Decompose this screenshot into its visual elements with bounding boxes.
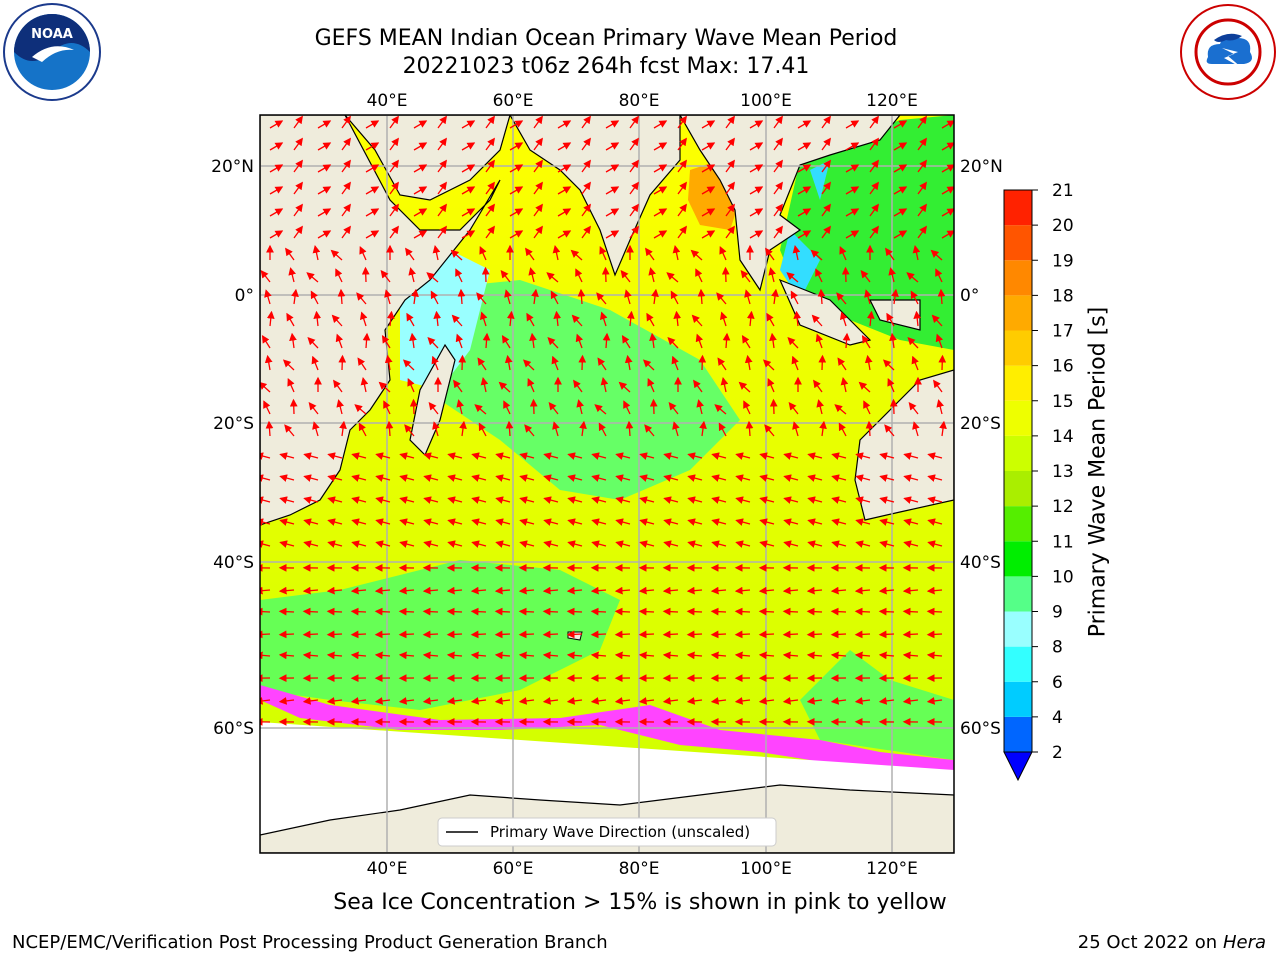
colorbar-segment <box>1004 260 1032 296</box>
colorbar-tick-label: 15 <box>1052 392 1074 412</box>
lon-tick-bottom-3: 80°E <box>619 859 660 879</box>
colorbar-segment <box>1004 225 1032 261</box>
colorbar-segment <box>1004 611 1032 647</box>
sea-ice-note: Sea Ice Concentration > 15% is shown in … <box>333 890 947 915</box>
colorbar-under-arrow <box>1003 751 1033 782</box>
colorbar-segment <box>1004 576 1032 612</box>
map-legend: Primary Wave Direction (unscaled) <box>437 817 777 847</box>
colorbar-label: Primary Wave Mean Period [s] <box>1085 306 1111 638</box>
colorbar-tick-label: 16 <box>1052 357 1074 377</box>
sea-ice-fringe <box>260 685 954 770</box>
lat-tick-left-1: 20°N <box>211 157 254 177</box>
lon-tick-top-3: 80°E <box>619 91 660 111</box>
lon-tick-bottom-1: 40°E <box>367 859 408 879</box>
lon-tick-bottom-5: 120°E <box>866 859 918 879</box>
colorbar-tick-label: 8 <box>1052 638 1063 658</box>
colorbar: 2 4 6 8 9 10 11 12 13 14 15 16 17 18 19 20 21 <box>1003 181 1074 782</box>
colorbar-tick-label: 21 <box>1052 181 1074 201</box>
colorbar-segment <box>1004 400 1032 436</box>
colorbar-segment <box>1004 435 1032 471</box>
southern-green-belt <box>260 560 620 710</box>
colorbar-tick-label: 17 <box>1052 322 1074 342</box>
colorbar-tick-label: 20 <box>1052 216 1074 236</box>
wave-direction-arrows <box>260 115 954 726</box>
lat-tick-left-3: 20°S <box>213 414 254 434</box>
lat-tick-right-2: 0° <box>960 286 979 306</box>
colorbar-segment <box>1004 471 1032 507</box>
kerguelen-island <box>567 631 583 641</box>
lat-tick-right-5: 60°S <box>960 719 1001 739</box>
colorbar-tick-label: 18 <box>1052 286 1074 306</box>
map-gridlines <box>260 115 954 853</box>
lon-tick-bottom-2: 60°E <box>493 859 534 879</box>
lon-tick-top-1: 40°E <box>367 91 408 111</box>
footer-date: 25 Oct 2022 on Hera <box>1078 932 1266 953</box>
colorbar-tick-label: 14 <box>1052 427 1074 447</box>
footer-branch: NCEP/EMC/Verification Post Processing Pr… <box>12 932 608 953</box>
lon-tick-top-2: 60°E <box>493 91 534 111</box>
colorbar-tick-label: 13 <box>1052 462 1074 482</box>
legend-label: Primary Wave Direction (unscaled) <box>490 823 750 841</box>
colorbar-tick-label: 10 <box>1052 567 1074 587</box>
colorbar-segment <box>1004 506 1032 542</box>
colorbar-segment <box>1004 646 1032 682</box>
colorbar-tick-label: 11 <box>1052 532 1074 552</box>
colorbar-tick-label: 19 <box>1052 251 1074 271</box>
colorbar-segment <box>1004 365 1032 401</box>
colorbar-segment <box>1004 541 1032 577</box>
australia-landmass <box>854 369 954 521</box>
lon-tick-top-4: 100°E <box>740 91 792 111</box>
colorbar-segment <box>1004 681 1032 717</box>
footer-machine: Hera <box>1222 932 1266 953</box>
colorbar-segment <box>1004 190 1032 226</box>
colorbar-tick-label: 6 <box>1052 673 1063 693</box>
colorbar-tick-label: 12 <box>1052 497 1074 517</box>
wave-period-map: 40°E 60°E 80°E 100°E 120°E 40°E 60°E 80°… <box>211 91 1074 879</box>
title-line-2: 20221023 t06z 264h fcst Max: 17.41 <box>402 54 810 79</box>
colorbar-segment <box>1004 716 1032 752</box>
colorbar-tick-label: 9 <box>1052 603 1063 623</box>
lat-tick-right-1: 20°N <box>960 157 1003 177</box>
colorbar-segment <box>1004 295 1032 331</box>
lat-tick-left-4: 40°S <box>213 553 254 573</box>
lat-tick-left-2: 0° <box>235 286 254 306</box>
lon-tick-top-5: 120°E <box>866 91 918 111</box>
lat-tick-right-3: 20°S <box>960 414 1001 434</box>
lat-tick-left-5: 60°S <box>213 719 254 739</box>
colorbar-tick-label: 4 <box>1052 708 1063 728</box>
noaa-logo-text: NOAA <box>31 27 73 42</box>
nws-logo-icon <box>1180 4 1276 100</box>
footer-date-text: 25 Oct 2022 on <box>1077 932 1223 953</box>
map-frame <box>259 114 955 854</box>
lon-tick-bottom-4: 100°E <box>740 859 792 879</box>
colorbar-tick-label: 2 <box>1052 743 1063 763</box>
colorbar-segment <box>1004 330 1032 366</box>
noaa-logo-icon: NOAA <box>3 3 101 101</box>
lat-tick-right-4: 40°S <box>960 553 1001 573</box>
title-line-1: GEFS MEAN Indian Ocean Primary Wave Mean… <box>314 26 898 51</box>
